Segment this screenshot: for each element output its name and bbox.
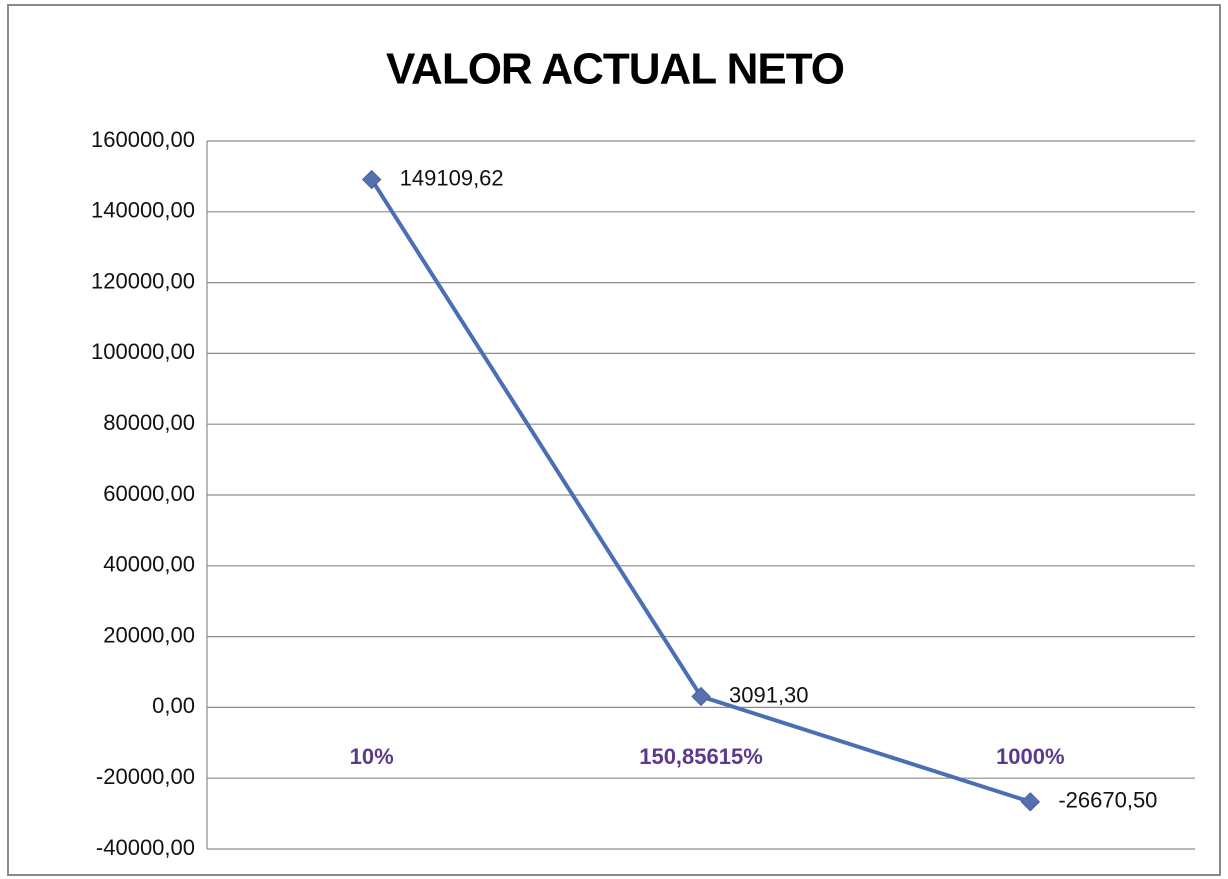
x-tick-label: 150,85615% <box>639 744 763 769</box>
data-label: 3091,30 <box>729 682 809 707</box>
y-tick-label: 0,00 <box>152 693 195 718</box>
x-tick-label: 1000% <box>996 744 1065 769</box>
y-tick-label: 80000,00 <box>103 410 195 435</box>
y-tick-label: -40000,00 <box>96 835 195 860</box>
chart-title: VALOR ACTUAL NETO <box>386 45 844 94</box>
marker <box>691 686 711 707</box>
y-tick-label: 60000,00 <box>103 481 195 506</box>
data-label: 149109,62 <box>400 165 504 190</box>
y-tick-label: -20000,00 <box>96 764 195 789</box>
y-tick-label: 100000,00 <box>91 339 195 364</box>
y-tick-label: 120000,00 <box>91 268 195 293</box>
marker <box>1020 792 1041 812</box>
data-label: -26670,50 <box>1058 788 1157 813</box>
y-tick-label: 160000,00 <box>91 127 195 152</box>
y-tick-label: 140000,00 <box>91 198 195 223</box>
marker <box>361 169 382 190</box>
y-tick-label: 40000,00 <box>103 552 195 577</box>
x-tick-label: 10% <box>350 744 394 769</box>
chart-frame <box>7 4 1221 876</box>
y-tick-label: 20000,00 <box>103 622 195 647</box>
